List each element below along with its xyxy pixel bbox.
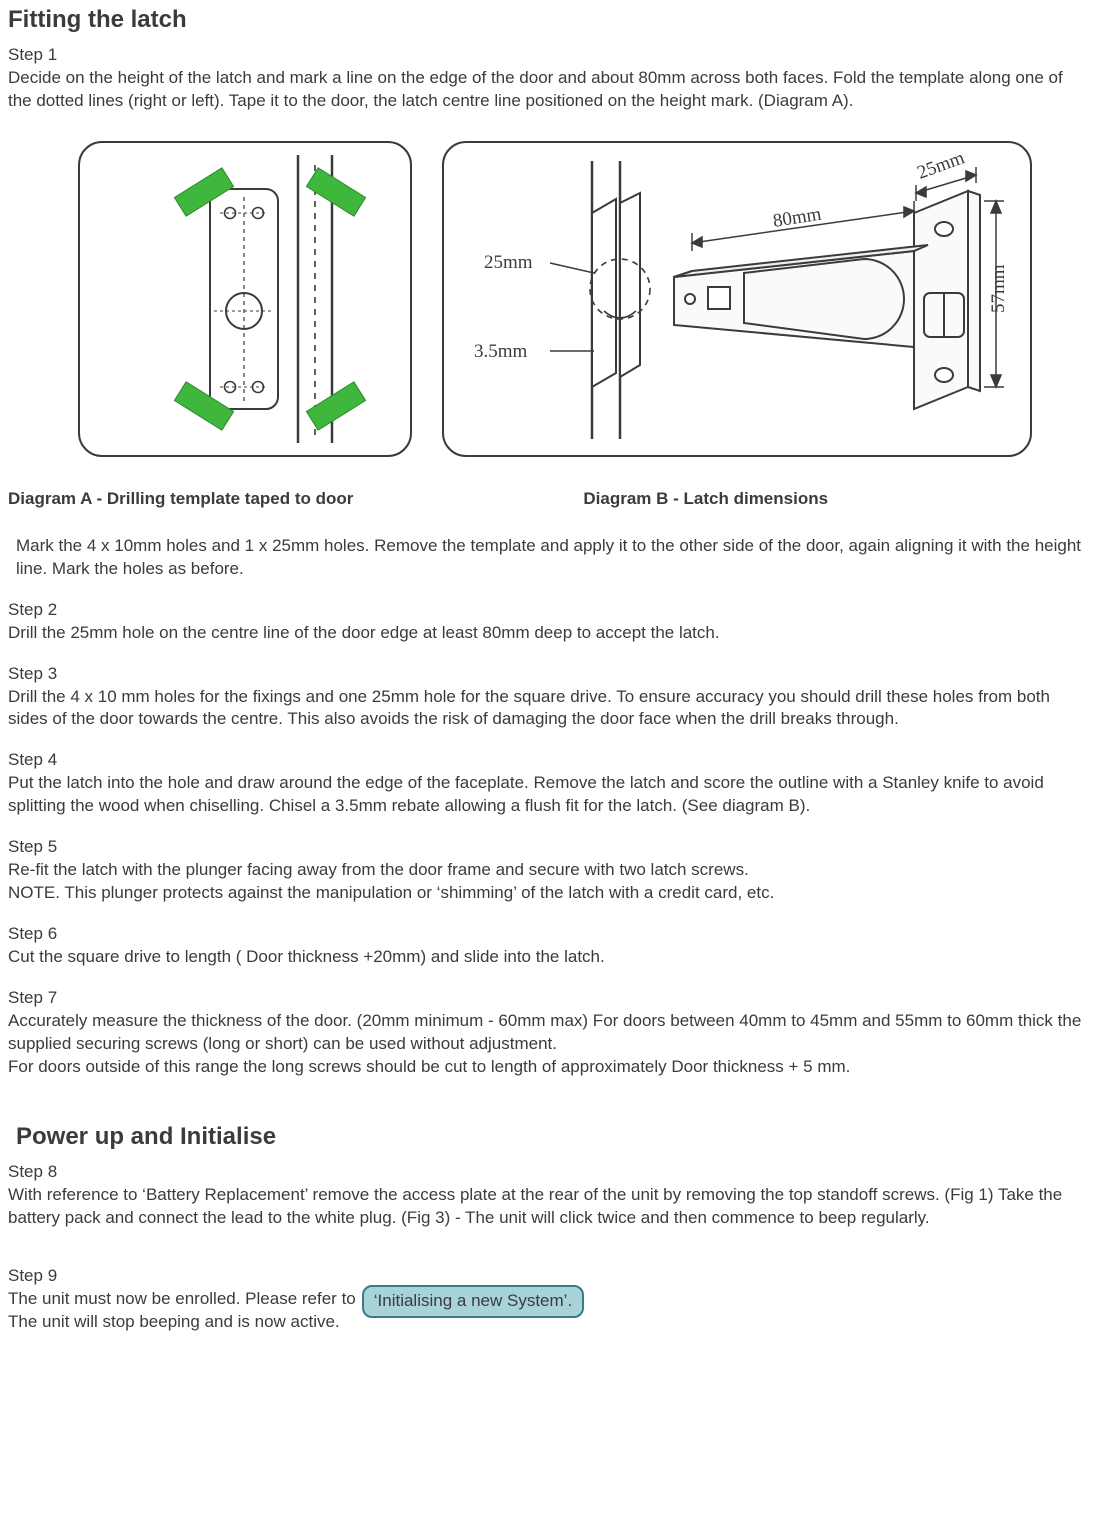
diagram-a-caption: Diagram A - Drilling template taped to d…: [8, 489, 353, 509]
step8-label: Step 8: [8, 1161, 1088, 1184]
step1-text: Decide on the height of the latch and ma…: [8, 67, 1088, 113]
page: Fitting the latch Step 1 Decide on the h…: [0, 0, 1096, 1374]
diagram-a-svg: [80, 143, 410, 455]
dim-3-5mm: 3.5mm: [474, 341, 528, 362]
step6-text: Cut the square drive to length ( Door th…: [8, 946, 1088, 969]
step9-text-b: The unit will stop beeping and is now ac…: [8, 1311, 356, 1334]
step4-label: Step 4: [8, 749, 1088, 772]
step5-text: Re-fit the latch with the plunger facing…: [8, 859, 1088, 882]
section1-title: Fitting the latch: [8, 6, 1088, 34]
dim-57mm: 57mm: [988, 264, 1009, 313]
diagram-captions: Diagram A - Drilling template taped to d…: [8, 471, 948, 509]
dim-25mm-b: 25mm: [915, 147, 968, 183]
step7-text2: For doors outside of this range the long…: [8, 1056, 1088, 1079]
step4-text: Put the latch into the hole and draw aro…: [8, 772, 1088, 818]
step9-text-a: The unit must now be enrolled. Please re…: [8, 1288, 356, 1311]
dim-80mm: 80mm: [771, 203, 822, 231]
diagram-b: 25mm 3.5mm: [442, 141, 1032, 457]
step2-label: Step 2: [8, 599, 1088, 622]
diagram-row: 25mm 3.5mm: [78, 141, 1088, 457]
step3-label: Step 3: [8, 663, 1088, 686]
step8-text: With reference to ‘Battery Replacement’ …: [8, 1184, 1088, 1230]
step3-text: Drill the 4 x 10 mm holes for the fixing…: [8, 686, 1088, 732]
diagram-a: [78, 141, 412, 457]
step9-label: Step 9: [8, 1265, 356, 1288]
diagram-b-caption: Diagram B - Latch dimensions: [583, 489, 828, 509]
step9-row: Step 9 The unit must now be enrolled. Pl…: [8, 1265, 1088, 1334]
step5-label: Step 5: [8, 836, 1088, 859]
initialise-system-link[interactable]: ‘Initialising a new System’.: [362, 1285, 584, 1318]
step7-label: Step 7: [8, 987, 1088, 1010]
step1-label: Step 1: [8, 44, 1088, 67]
section2-title: Power up and Initialise: [16, 1123, 1088, 1151]
step6-label: Step 6: [8, 923, 1088, 946]
step2-text: Drill the 25mm hole on the centre line o…: [8, 622, 1088, 645]
step5-note: NOTE. This plunger protects against the …: [8, 882, 1088, 905]
step7-text: Accurately measure the thickness of the …: [8, 1010, 1088, 1056]
diagram-b-svg: 25mm 3.5mm: [444, 143, 1030, 455]
mark-text: Mark the 4 x 10mm holes and 1 x 25mm hol…: [16, 535, 1088, 581]
dim-25mm: 25mm: [484, 252, 533, 273]
